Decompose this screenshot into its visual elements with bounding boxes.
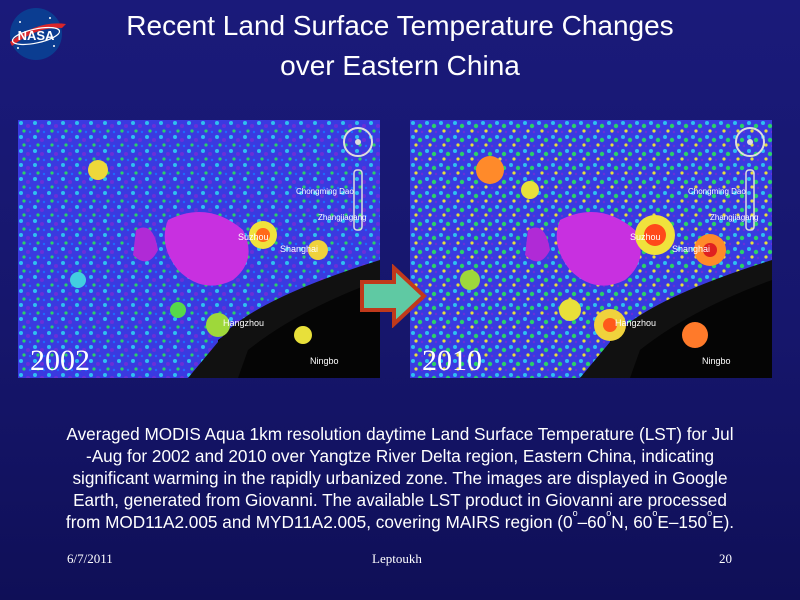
- map-label-hangzhou: Hangzhou: [223, 318, 264, 328]
- caption-line-2: -Aug for 2002 and 2010 over Yangtze Rive…: [85, 446, 715, 466]
- map-label-shanghai: Shanghai: [280, 244, 318, 254]
- caption: Averaged MODIS Aqua 1km resolution dayti…: [4, 423, 796, 533]
- page-title: Recent Land Surface Temperature Changes …: [70, 6, 730, 86]
- map-label-suzhou: Suzhou: [238, 232, 269, 242]
- caption-text: E–150: [657, 512, 708, 532]
- map-label-chongming: Chongming Dao: [296, 187, 354, 196]
- map-label-ningbo: Ningbo: [310, 356, 339, 366]
- caption-text: N, 60: [611, 512, 653, 532]
- degree-mark: o: [652, 508, 658, 518]
- nasa-logo-text: NASA: [18, 28, 55, 43]
- map-label-ningbo-2010: Ningbo: [702, 356, 731, 366]
- degree-mark: o: [606, 508, 612, 518]
- footer-date: 6/7/2011: [67, 551, 113, 566]
- map-label-shanghai-2010: Shanghai: [672, 244, 710, 254]
- lst-map-2002: Suzhou Shanghai Hangzhou Ningbo Chongmin…: [18, 120, 380, 378]
- caption-text: E).: [712, 512, 735, 532]
- year-label-2010: 2010: [422, 344, 482, 377]
- nasa-logo: NASA: [10, 8, 66, 60]
- map-label-zhangjiagang: Zhangjiagang: [318, 213, 366, 222]
- map-label-suzhou-2010: Suzhou: [630, 232, 661, 242]
- caption-line-4: Earth, generated from Giovanni. The avai…: [73, 490, 727, 510]
- caption-line-5: from MOD11A2.005 and MYD11A2.005, coveri…: [4, 508, 796, 533]
- map-label-hangzhou-2010: Hangzhou: [615, 318, 656, 328]
- caption-text: from MOD11A2.005 and MYD11A2.005, coveri…: [65, 512, 573, 532]
- caption-text: –60: [577, 512, 607, 532]
- footer-page-number: 20: [719, 551, 732, 566]
- map-label-zhangjiagang-2010: Zhangjiagang: [710, 213, 758, 222]
- lst-map-2010: Suzhou Shanghai Hangzhou Ningbo Chongmin…: [410, 120, 772, 378]
- footer-author: Leptoukh: [372, 551, 422, 566]
- title-line-2: over Eastern China: [280, 50, 520, 81]
- year-label-2002: 2002: [30, 344, 90, 377]
- title-line-1: Recent Land Surface Temperature Changes: [126, 10, 674, 41]
- caption-line-1: Averaged MODIS Aqua 1km resolution dayti…: [66, 424, 734, 444]
- caption-line-3: significant warming in the rapidly urban…: [72, 468, 728, 488]
- right-arrow-icon: [360, 264, 427, 328]
- degree-mark: o: [707, 508, 713, 518]
- map-label-chongming-2010: Chongming Dao: [688, 187, 746, 196]
- degree-mark: o: [572, 508, 578, 518]
